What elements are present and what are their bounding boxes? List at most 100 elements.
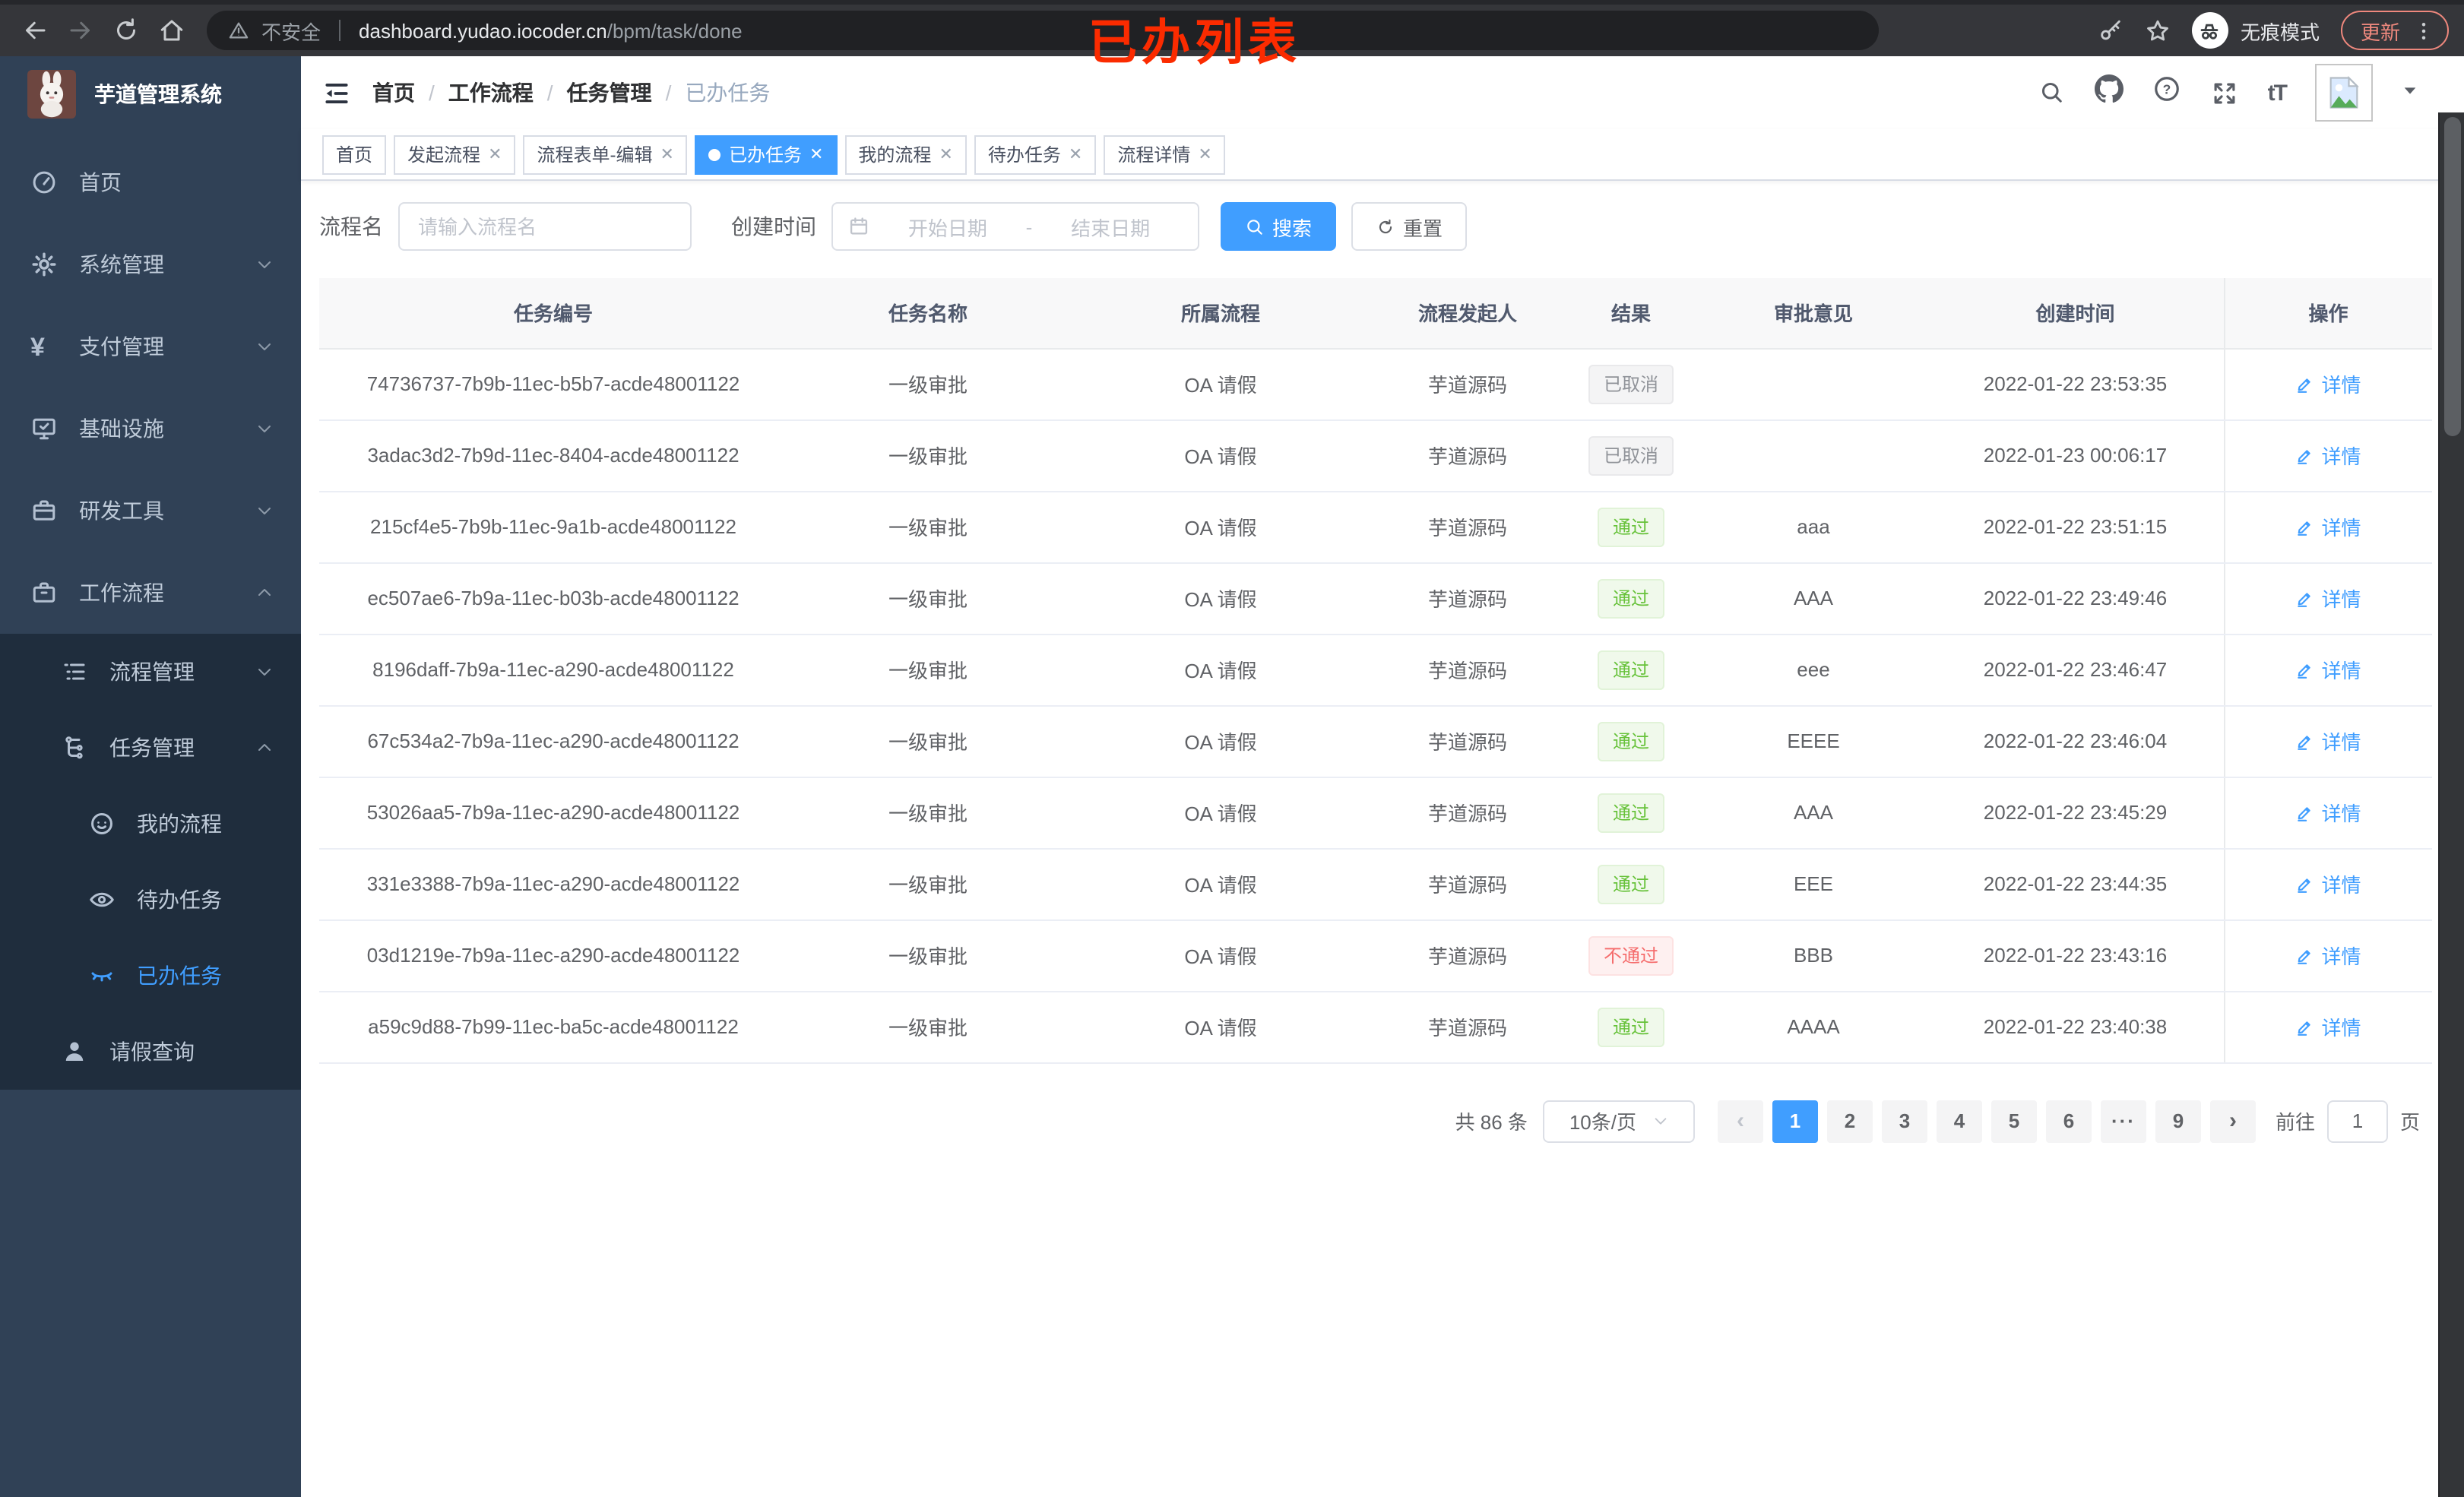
task-name-cell: 一级审批	[787, 848, 1069, 920]
sidebar-item-process-mgmt[interactable]: 流程管理	[0, 634, 301, 710]
create-time-label: 创建时间	[731, 214, 816, 239]
help-icon[interactable]: ?	[2152, 74, 2181, 111]
search-button[interactable]: 搜索	[1221, 202, 1337, 251]
task-name-cell: 一级审批	[787, 777, 1069, 849]
close-icon[interactable]: ✕	[939, 146, 953, 164]
detail-link[interactable]: 详情	[2295, 512, 2361, 541]
detail-link[interactable]: 详情	[2295, 869, 2361, 898]
result-cell: 通过	[1563, 634, 1699, 706]
calendar-icon	[850, 217, 868, 235]
result-badge: 通过	[1597, 507, 1664, 546]
sidebar-item-done-tasks[interactable]: 已办任务	[0, 938, 301, 1014]
page-number-button[interactable]: 2	[1826, 1100, 1873, 1142]
breadcrumb: 首页 / 工作流程 / 任务管理 / 已办任务	[372, 78, 770, 108]
breadcrumb-task-mgmt[interactable]: 任务管理	[566, 81, 652, 105]
close-icon[interactable]: ✕	[1198, 146, 1212, 164]
page-jump-input[interactable]	[2326, 1100, 2388, 1142]
detail-link[interactable]: 详情	[2295, 1012, 2361, 1041]
page-size-select[interactable]: 10条/页	[1542, 1100, 1695, 1142]
tab-start-process[interactable]: 发起流程 ✕	[394, 135, 516, 174]
close-icon[interactable]: ✕	[660, 146, 674, 164]
page-number-button[interactable]: 1	[1772, 1100, 1818, 1142]
tab-home[interactable]: 首页	[322, 135, 387, 174]
sidebar-item-devtools[interactable]: 研发工具	[0, 470, 301, 552]
sidebar-fold-icon[interactable]	[322, 78, 351, 107]
sidebar-item-leave-query[interactable]: 请假查询	[0, 1014, 301, 1090]
sidebar-item-todo-tasks[interactable]: 待办任务	[0, 862, 301, 938]
edit-pencil-icon	[2298, 521, 2311, 536]
tab-process-detail[interactable]: 流程详情 ✕	[1104, 135, 1226, 174]
task-id-cell: 3adac3d2-7b9d-11ec-8404-acde48001122	[319, 419, 787, 492]
prev-page-button[interactable]: ‹	[1717, 1100, 1763, 1142]
close-icon[interactable]: ✕	[1068, 146, 1083, 164]
fullscreen-icon[interactable]	[2210, 78, 2239, 107]
browser-home-button[interactable]	[152, 11, 192, 50]
sidebar-item-task-mgmt[interactable]: 任务管理	[0, 710, 301, 786]
process-cell: OA 请假	[1069, 348, 1373, 420]
process-cell: OA 请假	[1069, 634, 1373, 706]
tab-my-process[interactable]: 我的流程 ✕	[844, 135, 967, 174]
result-badge: 通过	[1597, 1007, 1664, 1046]
col-created: 创建时间	[1927, 278, 2224, 349]
sidebar-item-payment[interactable]: ¥ 支付管理	[0, 305, 301, 388]
browser-menu-icon[interactable]	[2412, 19, 2435, 42]
chevron-down-icon	[255, 255, 274, 274]
briefcase-icon	[30, 579, 58, 606]
sidebar-item-system[interactable]: 系统管理	[0, 223, 301, 305]
page-number-button[interactable]: 6	[2045, 1100, 2092, 1142]
sidebar-item-workflow[interactable]: 工作流程	[0, 552, 301, 634]
address-bar[interactable]: 不安全 dashboard.yudao.iocoder.cn/bpm/task/…	[207, 11, 1879, 50]
avatar[interactable]	[2315, 64, 2373, 122]
page-number-button[interactable]: 4	[1936, 1100, 1982, 1142]
sidebar-item-my-process[interactable]: 我的流程	[0, 786, 301, 862]
next-page-button[interactable]: ›	[2209, 1100, 2256, 1142]
top-navbar: 首页 / 工作流程 / 任务管理 / 已办任务 ?	[301, 56, 2464, 129]
page-number-button[interactable]: ···	[2100, 1100, 2146, 1142]
chrome-right-controls: 无痕模式 更新	[2098, 11, 2449, 50]
bookmark-star-icon[interactable]	[2145, 17, 2171, 43]
password-key-icon[interactable]	[2098, 17, 2124, 43]
sidebar-item-home[interactable]: 首页	[0, 141, 301, 223]
security-label: 不安全	[261, 21, 321, 43]
search-icon	[1247, 219, 1262, 234]
browser-forward-button[interactable]	[61, 11, 100, 50]
caret-down-icon[interactable]	[2402, 79, 2418, 106]
detail-link[interactable]: 详情	[2295, 941, 2361, 970]
page-number-button[interactable]: 3	[1881, 1100, 1927, 1142]
result-badge: 已取消	[1588, 364, 1674, 404]
detail-link[interactable]: 详情	[2295, 726, 2361, 755]
font-size-icon[interactable]: tT	[2267, 80, 2288, 106]
page-number-button[interactable]: 5	[1991, 1100, 2037, 1142]
detail-link[interactable]: 详情	[2295, 798, 2361, 827]
app-logo	[27, 70, 76, 119]
update-button[interactable]: 更新	[2340, 11, 2449, 50]
page-number-button[interactable]: 9	[2155, 1100, 2201, 1142]
breadcrumb-home[interactable]: 首页	[372, 81, 415, 105]
tab-form-edit[interactable]: 流程表单-编辑 ✕	[523, 135, 688, 174]
detail-link[interactable]: 详情	[2295, 584, 2361, 612]
chevron-down-icon	[255, 663, 274, 681]
date-range-picker[interactable]: 开始日期 - 结束日期	[831, 202, 1199, 251]
reset-button[interactable]: 重置	[1351, 202, 1468, 251]
process-name-input[interactable]	[398, 202, 692, 251]
svg-text:?: ?	[2162, 81, 2171, 97]
search-icon[interactable]	[2038, 79, 2066, 106]
breadcrumb-workflow[interactable]: 工作流程	[448, 81, 534, 105]
detail-link[interactable]: 详情	[2295, 441, 2361, 470]
close-icon[interactable]: ✕	[809, 146, 824, 164]
page-scrollbar[interactable]	[2438, 112, 2464, 1497]
browser-back-button[interactable]	[15, 11, 55, 50]
task-id-cell: 53026aa5-7b9a-11ec-a290-acde48001122	[319, 777, 787, 849]
tab-todo-tasks[interactable]: 待办任务 ✕	[974, 135, 1097, 174]
monitor-icon	[30, 415, 58, 442]
close-icon[interactable]: ✕	[488, 146, 502, 164]
detail-link[interactable]: 详情	[2295, 369, 2361, 398]
sidebar-item-infra[interactable]: 基础设施	[0, 388, 301, 470]
github-icon[interactable]	[2094, 74, 2124, 111]
browser-reload-button[interactable]	[106, 11, 146, 50]
app-logo-row[interactable]: 芋道管理系统	[0, 56, 301, 132]
scrollbar-thumb[interactable]	[2444, 117, 2461, 436]
detail-link[interactable]: 详情	[2295, 655, 2361, 684]
tab-done-tasks[interactable]: 已办任务 ✕	[695, 135, 838, 174]
